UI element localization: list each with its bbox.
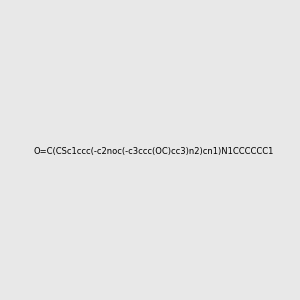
Text: O=C(CSc1ccc(-c2noc(-c3ccc(OC)cc3)n2)cn1)N1CCCCCC1: O=C(CSc1ccc(-c2noc(-c3ccc(OC)cc3)n2)cn1)… xyxy=(34,147,274,156)
